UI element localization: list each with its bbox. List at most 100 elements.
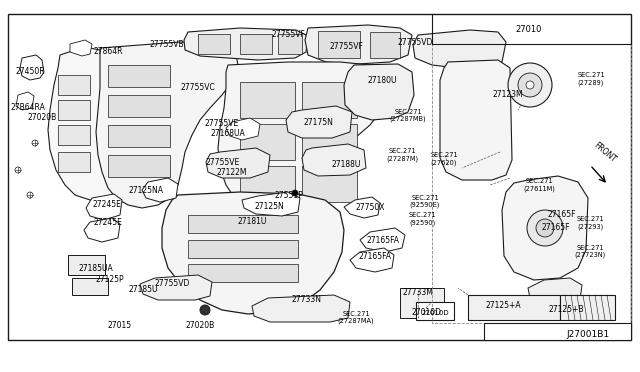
Bar [416, 302, 454, 320]
Bar [72, 278, 108, 295]
Text: 27733N: 27733N [291, 295, 321, 304]
Text: 27245E: 27245E [93, 200, 122, 209]
Polygon shape [440, 60, 512, 180]
Bar [188, 215, 298, 233]
Text: 27755VE: 27755VE [206, 158, 240, 167]
Circle shape [200, 305, 210, 315]
Circle shape [526, 81, 534, 89]
Text: 27168UA: 27168UA [211, 129, 245, 138]
Bar [198, 34, 230, 54]
Polygon shape [502, 176, 588, 280]
Bar [108, 155, 170, 177]
Text: J27001B1: J27001B1 [566, 330, 609, 339]
Polygon shape [16, 92, 34, 110]
Circle shape [292, 190, 298, 196]
Text: SEC.271
(27611M): SEC.271 (27611M) [523, 178, 555, 192]
Polygon shape [20, 55, 44, 80]
Bar [560, 295, 615, 320]
Text: 27020B: 27020B [186, 321, 214, 330]
Text: 27180U: 27180U [367, 76, 397, 85]
Circle shape [536, 219, 554, 237]
Polygon shape [242, 192, 300, 216]
Circle shape [518, 73, 542, 97]
Text: 27125P: 27125P [96, 275, 124, 284]
Text: 27010: 27010 [516, 25, 542, 34]
Bar [240, 34, 272, 54]
Text: 27125+B: 27125+B [548, 305, 584, 314]
Circle shape [508, 63, 552, 107]
Text: 27125NA: 27125NA [129, 186, 163, 195]
Text: 27181U: 27181U [237, 217, 267, 226]
Polygon shape [206, 148, 270, 178]
Bar [302, 166, 357, 202]
Text: SEC.271
(92590E): SEC.271 (92590E) [410, 195, 440, 208]
Bar [370, 32, 400, 58]
Polygon shape [48, 48, 172, 200]
Text: 27010D: 27010D [421, 310, 449, 316]
Polygon shape [528, 278, 582, 305]
Polygon shape [184, 28, 308, 60]
Bar [302, 124, 357, 160]
Polygon shape [70, 40, 92, 56]
Polygon shape [140, 275, 212, 300]
Polygon shape [305, 25, 412, 64]
Bar [58, 100, 90, 120]
Bar [240, 166, 295, 202]
Text: 27733M: 27733M [403, 288, 433, 297]
Text: 27165FA: 27165FA [367, 236, 399, 245]
Text: 27010D: 27010D [411, 308, 441, 317]
Polygon shape [142, 178, 178, 202]
Text: SEC.271
(27620): SEC.271 (27620) [430, 152, 458, 166]
Text: 27755VD: 27755VD [397, 38, 433, 47]
Bar [8, 14, 631, 340]
Bar [58, 152, 90, 172]
Text: SEC.271
(27289): SEC.271 (27289) [577, 72, 605, 86]
Polygon shape [252, 295, 350, 322]
Bar [188, 240, 298, 258]
Polygon shape [344, 197, 380, 218]
Text: 27755VD: 27755VD [154, 279, 189, 288]
Text: SEC.271
(92590): SEC.271 (92590) [408, 212, 436, 225]
Text: 27750X: 27750X [355, 203, 385, 212]
Text: 27245E: 27245E [93, 218, 122, 227]
Text: 27755VB: 27755VB [150, 40, 184, 49]
Text: 27165F: 27165F [541, 223, 570, 232]
Text: 27165FA: 27165FA [358, 252, 392, 261]
Polygon shape [162, 192, 344, 314]
Text: 27125+A: 27125+A [485, 301, 521, 310]
Text: 27755VE: 27755VE [205, 119, 239, 128]
Polygon shape [350, 248, 394, 272]
Text: 27125N: 27125N [254, 202, 284, 211]
Text: FRONT: FRONT [592, 140, 618, 164]
Bar [108, 95, 170, 117]
Text: 27020B: 27020B [28, 113, 56, 122]
Bar [400, 288, 444, 318]
Polygon shape [302, 144, 366, 176]
Bar [188, 264, 298, 282]
Text: 27165F: 27165F [548, 210, 576, 219]
Text: 27755VF: 27755VF [329, 42, 363, 51]
Text: 27551P: 27551P [275, 191, 303, 200]
Bar [68, 255, 105, 275]
Polygon shape [360, 228, 405, 252]
Text: 27755VC: 27755VC [180, 83, 216, 92]
Circle shape [527, 210, 563, 246]
Text: 27123M: 27123M [493, 90, 524, 99]
Circle shape [15, 167, 21, 173]
Text: 27B64RA: 27B64RA [11, 103, 45, 112]
Text: 27864R: 27864R [93, 47, 123, 56]
Bar [240, 124, 295, 160]
Text: 27015: 27015 [108, 321, 132, 330]
Polygon shape [218, 62, 388, 220]
Polygon shape [344, 64, 414, 120]
Text: SEC.271
(27293): SEC.271 (27293) [576, 216, 604, 230]
Text: 27188U: 27188U [332, 160, 361, 169]
Bar [302, 82, 357, 118]
Text: 27185U: 27185U [128, 285, 157, 294]
Polygon shape [226, 118, 260, 140]
Text: 27175N: 27175N [303, 118, 333, 127]
Text: SEC.271
(27723N): SEC.271 (27723N) [574, 245, 605, 259]
Text: SEC.271
(27287MB): SEC.271 (27287MB) [390, 109, 426, 122]
Text: 27185UA: 27185UA [79, 264, 113, 273]
Bar [108, 125, 170, 147]
